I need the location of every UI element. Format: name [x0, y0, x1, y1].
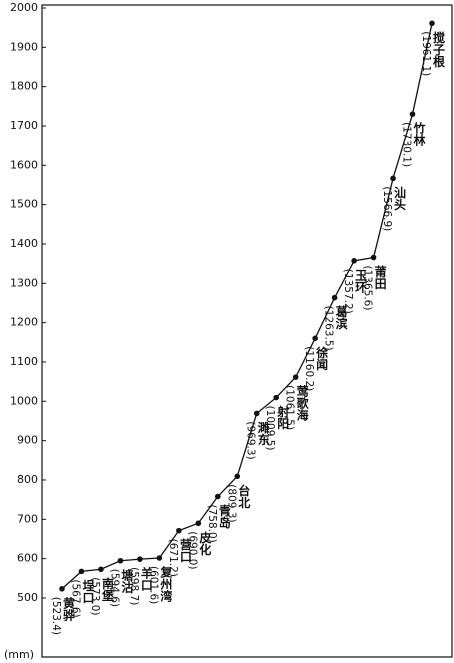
station-label: 汕头 [393, 185, 407, 211]
value-label: (1009.5) [264, 406, 276, 451]
point [429, 20, 435, 27]
value-label: (809.3) [225, 484, 237, 522]
y-tick-label: 700 [17, 512, 38, 525]
point [98, 566, 104, 573]
value-label: (1365.6) [362, 266, 374, 311]
y-tick-label: 900 [17, 434, 38, 447]
value-label: (573.0) [89, 577, 101, 615]
y-tick-label: 2000 [10, 1, 38, 14]
value-label: (1730.1) [401, 122, 413, 167]
value-label: (1566.9) [381, 186, 393, 231]
y-tick-label: 600 [17, 552, 38, 565]
station-label: 塘沽 [120, 567, 134, 593]
y-tick-label: 1300 [10, 276, 38, 289]
frame [41, 4, 453, 658]
station-label: 莺歌海 [295, 384, 309, 422]
station-label: 黄骅 [62, 595, 76, 621]
station-label: 玉环 [354, 268, 368, 293]
y-tick-label: 1200 [10, 316, 38, 329]
y-tick-label: 1600 [10, 158, 38, 171]
point [156, 555, 163, 561]
point [253, 410, 260, 417]
value-label: (1160.2) [303, 346, 315, 391]
value-label: (758.0) [206, 504, 218, 542]
value-label: (1263.5) [323, 306, 335, 351]
point [312, 335, 318, 342]
point [409, 111, 416, 117]
station-label: 莆田 [373, 264, 387, 290]
y-tick-label: 1900 [10, 40, 38, 53]
value-label: (598.7) [128, 567, 140, 605]
y-axis-label: (mm) [4, 648, 34, 661]
value-label: (1061.5) [284, 385, 296, 430]
station-label: 徐闻 [315, 345, 329, 371]
station-label: 羊口 [139, 566, 153, 592]
station-label: 搅子根 [432, 30, 446, 68]
station-label: 复州湾 [159, 565, 173, 603]
station-label: 埕口 [81, 578, 95, 604]
point [390, 175, 396, 182]
point [59, 585, 65, 592]
point [214, 493, 221, 500]
station-label: 青岛 [217, 503, 231, 529]
station-label: 营口 [178, 537, 192, 563]
point [292, 374, 299, 380]
station-label: 皮化 [198, 530, 212, 556]
value-label: (671.2) [167, 539, 179, 577]
line [61, 23, 433, 590]
station-label: 射阳 [276, 404, 290, 430]
value-label: (523.4) [50, 597, 62, 635]
value-label: (1357.2) [342, 269, 354, 314]
point [370, 254, 377, 261]
y-tick-label: 1500 [10, 198, 38, 211]
point [331, 294, 338, 301]
y-tick-label: 1100 [10, 355, 38, 368]
station-label: 葛滨 [334, 304, 348, 330]
value-label: (969.3) [245, 421, 257, 459]
station-label: 南堡 [100, 576, 114, 602]
point [78, 568, 85, 575]
y-tick-label: 500 [17, 591, 38, 604]
y-tick-label: 1000 [10, 394, 38, 407]
y-tick-label: 1400 [10, 237, 38, 250]
point [273, 394, 280, 401]
point [176, 527, 182, 534]
point [117, 557, 124, 564]
point [351, 258, 357, 264]
y-tick-label: 800 [17, 473, 38, 486]
y-tick-label: 1800 [10, 80, 38, 93]
point [195, 520, 202, 527]
value-label: (567.6) [69, 579, 81, 617]
station-label: 台北 [237, 483, 251, 509]
value-label: (1961.1) [420, 31, 432, 76]
value-label: (690.0) [186, 531, 198, 569]
station-label: 竹林 [412, 121, 426, 147]
point [234, 473, 241, 480]
value-label: (594.6) [108, 569, 120, 607]
station-label: 濉东 [256, 420, 270, 446]
point [137, 556, 143, 562]
y-tick-label: 1700 [10, 119, 38, 132]
value-label: (601.6) [147, 566, 159, 604]
